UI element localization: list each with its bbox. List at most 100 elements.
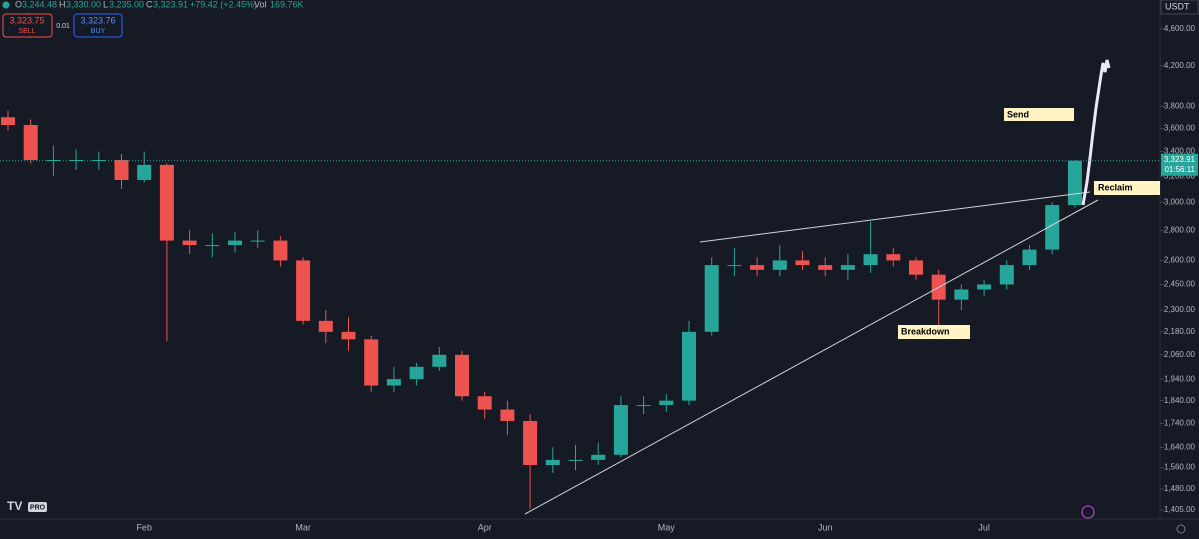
trend-line [699,191,1091,243]
currency-box[interactable] [1160,0,1199,15]
y-tick-label: 1,940.00 [1164,374,1196,383]
y-tick-label: 2,600.00 [1164,255,1196,264]
candle-body [69,159,84,161]
annotation-box [1004,108,1074,121]
annotation: Breakdown [901,326,950,336]
o-label: O [15,0,22,9]
candle-body [886,254,901,261]
candle-body [500,409,515,421]
candle-body [341,331,356,340]
y-tick-label: 3,400.00 [1164,147,1196,156]
o-value: 3,244.48 [22,0,57,9]
y-tick-label: 1,640.00 [1164,442,1196,451]
candle-body [205,245,220,247]
x-tick-label: Feb [136,522,152,532]
candle-body [750,265,765,270]
currency[interactable]: USDT [1165,1,1190,11]
candle-body [432,354,447,367]
candle-body [772,260,787,270]
plot [1,110,1082,509]
sell-price[interactable]: 3,323.75 [9,15,44,25]
candle-body [523,420,538,466]
alert-icon[interactable] [1081,505,1095,519]
candle-body [386,379,401,386]
x-tick-label: May [658,522,676,532]
candle-body [250,240,265,242]
buy-button[interactable] [73,13,123,38]
x-tick-label: Mar [295,522,311,532]
h-label: H [59,0,66,9]
candle-body [114,159,129,180]
candle-body [455,354,469,397]
candle-body [1022,249,1037,266]
trend-line [524,199,1099,515]
y-tick-label: 1,560.00 [1164,463,1196,472]
status-dot [2,1,10,9]
candle-body [999,265,1014,285]
y-tick-label: 2,800.00 [1164,225,1196,234]
y-tick-label: 1,740.00 [1164,418,1196,427]
annotation-box [1094,181,1160,195]
annotation: Send [1007,109,1029,119]
annotation-box [898,325,970,339]
candle-body [591,454,606,460]
vol-label: Vol [254,0,267,9]
candle-body [727,265,742,267]
candle-body [818,265,833,270]
projection-path [1081,59,1111,206]
candle-body [182,240,197,246]
y-tick-label: 1,480.00 [1164,484,1196,493]
candle-body [273,240,288,261]
candle-body [682,331,696,401]
candle-body [318,320,333,332]
y-tick-label: 3,000.00 [1164,197,1196,206]
candle-body [91,159,106,161]
price-tag-timer: 01:56:11 [1164,165,1195,174]
y-tick-label: 4,200.00 [1164,61,1196,70]
buy-price[interactable]: 3,323.76 [80,15,115,25]
sell-label[interactable]: SELL [18,28,35,35]
y-tick-label: 2,180.00 [1164,327,1196,336]
candle-body [409,366,424,380]
y-tick-label: 1,840.00 [1164,396,1196,405]
candle-body [704,265,719,332]
candle-body [545,459,560,466]
c-value: 3,323.91 [153,0,188,9]
x-tick-label: Apr [478,522,492,532]
y-tick-label: 4,600.00 [1164,24,1196,33]
candle-body [977,284,992,290]
candle-body [568,459,583,461]
spread: 0.01 [56,23,70,30]
c-label: C [146,0,153,9]
candle-body [795,260,810,266]
x-tick-label: Jun [818,522,833,532]
y-tick-label: 2,450.00 [1164,280,1196,289]
l-label: L [103,0,108,9]
price-tag-label: 3,323.91 [1164,155,1196,164]
buy-label[interactable]: BUY [91,28,106,35]
logo-badge [28,502,47,512]
y-tick-label: 1,405.00 [1164,505,1196,514]
candle-body [364,339,379,386]
price-tag [1161,153,1198,176]
candle-body [954,289,969,300]
settings-icon[interactable] [1176,524,1186,534]
y-tick-label: 2,060.00 [1164,350,1196,359]
candle-body [863,254,878,266]
candle-body [296,260,311,321]
l-value: 3,235.00 [109,0,144,9]
annotation: Reclaim [1098,182,1133,192]
logo-pro: PRO [30,504,46,511]
candle-body [477,396,492,410]
h-value: 3,330.00 [66,0,101,9]
candle-body [159,164,174,241]
y-tick-label: 2,300.00 [1164,305,1196,314]
candle-body [1067,160,1082,206]
sell-button[interactable] [2,13,53,38]
candle-body [1,117,15,126]
candle-body [659,400,674,406]
candle-body [909,260,923,275]
